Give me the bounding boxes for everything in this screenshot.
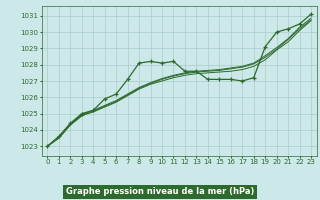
Text: Graphe pression niveau de la mer (hPa): Graphe pression niveau de la mer (hPa) [66,188,254,196]
